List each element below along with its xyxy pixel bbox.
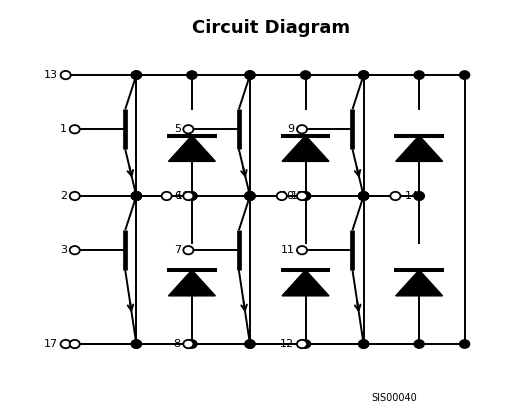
Text: 2: 2: [60, 191, 67, 201]
Circle shape: [187, 192, 197, 200]
Polygon shape: [282, 136, 329, 161]
Circle shape: [131, 340, 141, 348]
Circle shape: [183, 192, 193, 200]
Circle shape: [131, 192, 141, 200]
Circle shape: [61, 340, 71, 348]
Circle shape: [277, 192, 287, 200]
Text: 7: 7: [174, 245, 181, 255]
Circle shape: [460, 71, 470, 79]
Text: 14: 14: [405, 191, 419, 201]
Circle shape: [297, 246, 307, 254]
Circle shape: [300, 192, 311, 200]
Polygon shape: [282, 270, 329, 296]
Text: 16: 16: [176, 191, 190, 201]
Circle shape: [245, 192, 255, 200]
Circle shape: [183, 125, 193, 133]
Circle shape: [359, 340, 369, 348]
Circle shape: [297, 125, 307, 133]
Circle shape: [131, 71, 141, 79]
Circle shape: [359, 192, 369, 200]
Circle shape: [70, 192, 80, 200]
Text: 12: 12: [280, 339, 294, 349]
Text: 1: 1: [60, 124, 67, 134]
Text: SIS00040: SIS00040: [371, 393, 417, 403]
Text: Circuit Diagram: Circuit Diagram: [192, 19, 350, 37]
Text: 10: 10: [280, 191, 294, 201]
Circle shape: [414, 71, 424, 79]
Text: 6: 6: [174, 191, 181, 201]
Circle shape: [300, 340, 311, 348]
Circle shape: [414, 192, 424, 200]
Circle shape: [245, 192, 255, 200]
Circle shape: [187, 192, 197, 200]
Text: 4: 4: [60, 339, 67, 349]
Circle shape: [187, 340, 197, 348]
Circle shape: [359, 192, 369, 200]
Circle shape: [359, 340, 369, 348]
Circle shape: [131, 192, 141, 200]
Text: 9: 9: [287, 124, 294, 134]
Text: 8: 8: [174, 339, 181, 349]
Text: 5: 5: [174, 124, 181, 134]
Circle shape: [245, 71, 255, 79]
Circle shape: [300, 71, 311, 79]
Polygon shape: [169, 270, 215, 296]
Circle shape: [245, 340, 255, 348]
Text: 17: 17: [44, 339, 58, 349]
Circle shape: [297, 192, 307, 200]
Circle shape: [245, 71, 255, 79]
Circle shape: [131, 192, 141, 200]
Circle shape: [131, 340, 141, 348]
Circle shape: [297, 340, 307, 348]
Circle shape: [131, 192, 141, 200]
Circle shape: [414, 340, 424, 348]
Polygon shape: [396, 270, 442, 296]
Circle shape: [390, 192, 400, 200]
Text: 15: 15: [291, 191, 305, 201]
Text: 3: 3: [60, 245, 67, 255]
Circle shape: [245, 340, 255, 348]
Circle shape: [414, 192, 424, 200]
Circle shape: [70, 125, 80, 133]
Circle shape: [187, 71, 197, 79]
Circle shape: [245, 192, 255, 200]
Polygon shape: [169, 136, 215, 161]
Circle shape: [61, 71, 71, 79]
Circle shape: [359, 192, 369, 200]
Circle shape: [183, 246, 193, 254]
Circle shape: [70, 340, 80, 348]
Circle shape: [359, 71, 369, 79]
Text: 11: 11: [280, 245, 294, 255]
Circle shape: [131, 71, 141, 79]
Circle shape: [359, 71, 369, 79]
Circle shape: [460, 340, 470, 348]
Circle shape: [70, 246, 80, 254]
Circle shape: [359, 192, 369, 200]
Text: 13: 13: [44, 70, 58, 80]
Circle shape: [245, 192, 255, 200]
Circle shape: [183, 340, 193, 348]
Circle shape: [300, 192, 311, 200]
Polygon shape: [396, 136, 442, 161]
Circle shape: [162, 192, 172, 200]
